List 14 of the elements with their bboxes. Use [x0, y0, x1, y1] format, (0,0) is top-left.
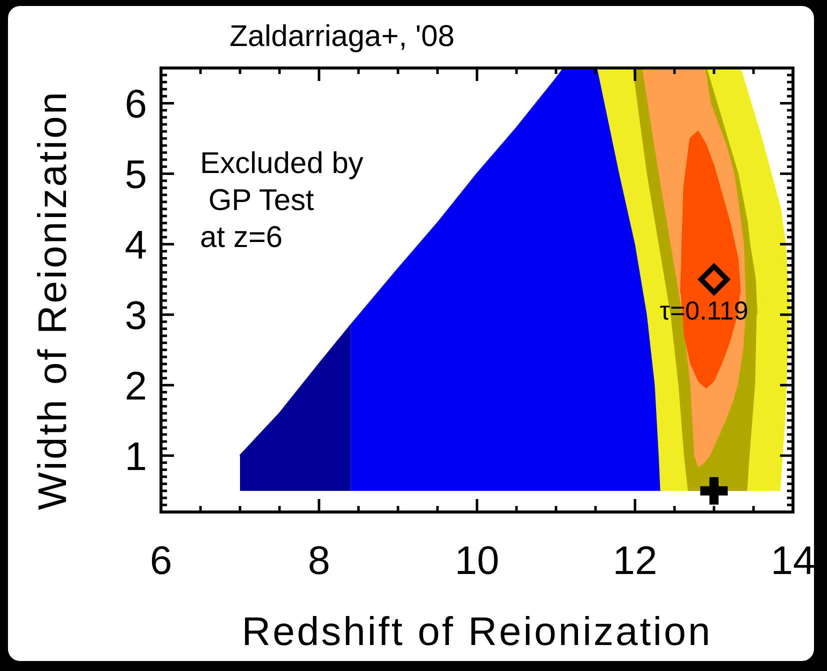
x-tick-label: 14 [770, 539, 816, 583]
x-tick-label: 8 [308, 539, 330, 583]
y-tick-label: 5 [124, 153, 147, 198]
chart-title: Zaldarriaga+, '08 [229, 20, 455, 53]
y-axis-title: Width of Reionization [31, 90, 75, 510]
y-tick-label: 3 [124, 294, 147, 338]
y-tick-label: 2 [124, 364, 147, 409]
x-axis-title: Redshift of Reionization [242, 610, 712, 654]
x-tick-label: 12 [612, 539, 658, 583]
y-tick-label: 1 [124, 435, 147, 480]
annotation: Excluded by GP Test at z=6 [200, 147, 364, 254]
y-tick-label: 6 [124, 82, 147, 127]
y-tick-label: 4 [124, 224, 147, 268]
x-tick-label: 10 [454, 539, 500, 583]
